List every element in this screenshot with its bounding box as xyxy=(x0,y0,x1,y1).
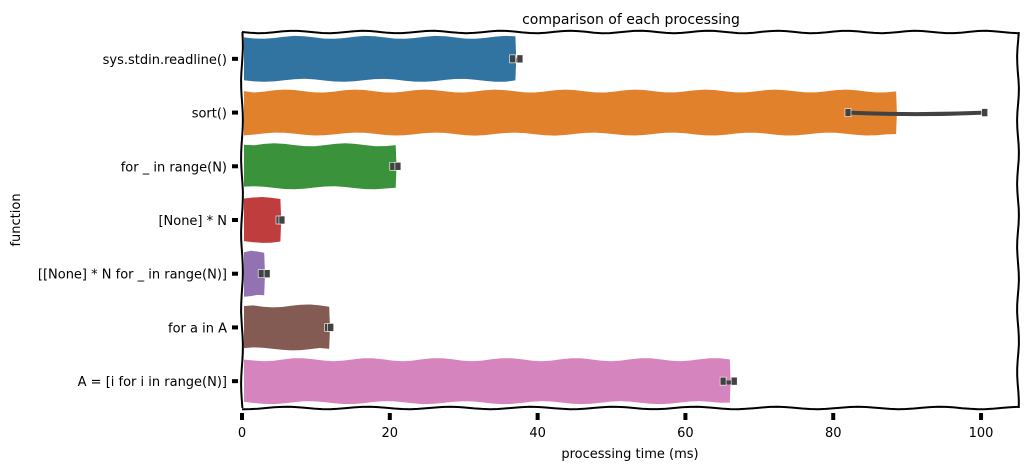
y-axis: sys.stdin.readline() sort() for _ in range… xyxy=(38,53,238,390)
error-cap xyxy=(516,54,524,64)
y-tick-label: for a in A xyxy=(168,321,227,336)
x-tick xyxy=(387,413,392,420)
y-tick xyxy=(232,110,238,115)
y-axis-title: function xyxy=(9,193,24,246)
x-tick xyxy=(240,413,244,420)
x-axis: 0 20 40 60 80 100 xyxy=(238,413,994,441)
chart-title: comparison of each processing xyxy=(522,12,740,28)
x-tick xyxy=(535,413,540,420)
error-cap xyxy=(981,108,989,117)
y-tick xyxy=(232,164,238,169)
error-bar xyxy=(846,110,987,117)
x-tick xyxy=(683,413,688,420)
x-tick-label: 40 xyxy=(529,426,546,441)
bars-group xyxy=(244,35,897,405)
bar xyxy=(244,250,265,297)
error-cap xyxy=(257,269,265,279)
error-cap xyxy=(844,108,852,117)
error-cap xyxy=(327,323,335,332)
y-tick-label: [None] * N xyxy=(158,214,227,229)
y-tick-label: [[None] * N for _ in range(N)] xyxy=(38,268,227,283)
y-tick-label: sys.stdin.readline() xyxy=(103,53,227,68)
y-tick-label: for _ in range(N) xyxy=(121,160,227,175)
x-tick-label: 60 xyxy=(677,426,694,441)
y-tick xyxy=(232,271,238,276)
x-tick xyxy=(831,413,836,420)
bar xyxy=(244,89,897,136)
error-cap xyxy=(730,376,738,386)
bar xyxy=(244,358,731,405)
bar xyxy=(244,35,517,82)
bar xyxy=(244,143,397,190)
error-cap xyxy=(509,54,516,64)
y-tick xyxy=(232,218,238,222)
error-cap xyxy=(278,215,286,225)
x-tick-label: 20 xyxy=(382,426,399,441)
x-tick-label: 0 xyxy=(238,426,246,441)
x-tick-label: 80 xyxy=(825,426,842,441)
y-tick xyxy=(232,379,238,384)
bar xyxy=(244,197,282,243)
y-tick xyxy=(232,325,238,330)
error-cap xyxy=(719,376,727,386)
plot-frame xyxy=(240,29,1020,411)
bar xyxy=(244,304,330,351)
x-axis-title: processing time (ms) xyxy=(561,447,698,462)
y-tick-label: sort() xyxy=(192,107,227,122)
error-cap xyxy=(263,269,271,279)
error-bars-group xyxy=(257,54,989,386)
error-cap xyxy=(394,161,402,171)
x-tick-label: 100 xyxy=(969,426,994,441)
y-tick xyxy=(232,56,238,61)
y-tick-label: A = [i for i in range(N)] xyxy=(78,375,227,390)
x-tick xyxy=(979,413,984,420)
